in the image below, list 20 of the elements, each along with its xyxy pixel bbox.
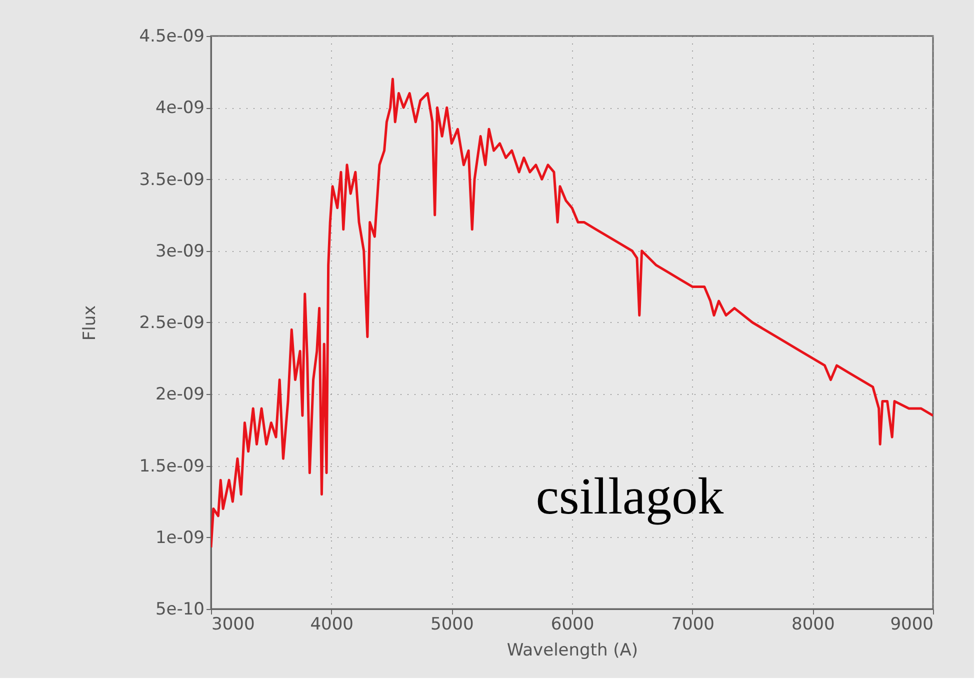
y-tick-label: 2.5e-09	[139, 313, 204, 333]
x-tick-label: 8000	[792, 614, 835, 634]
annotation: csillagok	[536, 468, 724, 526]
y-tick-label: 4.5e-09	[139, 26, 204, 46]
y-tick-label: 3.5e-09	[139, 170, 204, 190]
y-tick-label: 5e-10	[155, 600, 204, 620]
x-tick-label: 4000	[310, 614, 354, 634]
y-tick-label: 4e-09	[155, 98, 204, 118]
x-tick-label: 3000	[212, 614, 255, 634]
x-tick-label: 7000	[671, 614, 714, 634]
x-tick-label: 5000	[430, 614, 474, 634]
y-tick-label: 3e-09	[155, 241, 204, 262]
y-axis-title: Flux	[80, 305, 100, 341]
line-series	[211, 78, 933, 549]
y-tick-label: 1e-09	[155, 528, 204, 548]
x-tick-label: 9000	[890, 614, 934, 634]
y-tick-label: 1.5e-09	[139, 456, 204, 476]
x-tick-label: 6000	[550, 614, 594, 634]
y-tick-label: 2e-09	[155, 384, 204, 405]
x-axis-title: Wavelength (A)	[506, 640, 638, 660]
